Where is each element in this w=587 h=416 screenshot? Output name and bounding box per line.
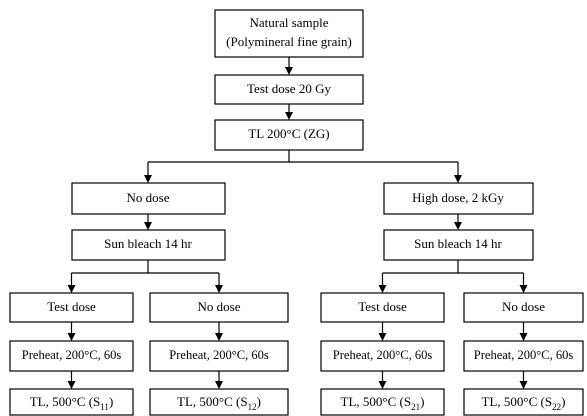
preheat-label: Preheat, 200°C, 60s (474, 348, 574, 362)
sub-dose-label: No dose (198, 299, 241, 314)
tl-label: TL, 500°C (S22) (482, 394, 566, 412)
tl-label: TL, 500°C (S21) (341, 394, 425, 412)
dose-box (71, 182, 226, 215)
dose-label: High dose, 2 kGy (412, 190, 504, 205)
tl-text: TL, 500°C (S (482, 394, 553, 409)
tl-label: TL, 500°C (S11) (30, 394, 114, 412)
preheat-label: Preheat, 200°C, 60s (169, 348, 269, 362)
arrow-head (454, 175, 462, 183)
tl-text: TL, 500°C (S (30, 394, 101, 409)
bleach-box (71, 229, 226, 261)
step-box (214, 74, 364, 105)
sub-dose-box (463, 292, 584, 323)
preheat-box (320, 340, 445, 372)
tl-subscript: 12 (248, 402, 257, 412)
tl-box (149, 388, 289, 416)
tl-subscript: 22 (552, 402, 561, 412)
arrow-head (144, 175, 152, 183)
preheat-box (149, 340, 289, 372)
sub-dose-label: Test dose (358, 299, 407, 314)
arrow-head (378, 381, 387, 389)
step-box (214, 119, 364, 151)
step-label: Test dose 20 Gy (247, 81, 331, 96)
root-box (214, 9, 364, 58)
root-label: (Polymineral fine grain) (226, 34, 352, 49)
tl-close: ) (561, 394, 565, 409)
dose-box (383, 182, 534, 215)
arrow-head (378, 333, 387, 341)
tl-box (320, 388, 445, 416)
preheat-box (463, 340, 584, 372)
arrow-head (285, 112, 293, 120)
sub-dose-label: No dose (502, 299, 545, 314)
dose-label: No dose (127, 190, 170, 205)
tl-box (463, 388, 584, 416)
preheat-label: Preheat, 200°C, 60s (22, 348, 122, 362)
tl-box (9, 388, 134, 416)
preheat-label: Preheat, 200°C, 60s (333, 348, 433, 362)
tl-label: TL, 500°C (S12) (177, 394, 261, 412)
tl-text: TL, 500°C (S (341, 394, 412, 409)
tl-subscript: 11 (100, 402, 109, 412)
arrow-head (67, 333, 76, 341)
arrow-head (285, 67, 293, 75)
arrow-head (67, 381, 76, 389)
arrow-head (144, 222, 152, 230)
tl-close: ) (420, 394, 424, 409)
arrow-head (215, 285, 223, 293)
arrow-head (67, 285, 76, 293)
arrow-head (215, 333, 223, 341)
bleach-label: Sun bleach 14 hr (414, 236, 502, 251)
root-label: Natural sample (249, 15, 328, 30)
tl-close: ) (109, 394, 113, 409)
arrow-head (519, 333, 528, 341)
arrow-head (454, 222, 462, 230)
sub-dose-box (149, 292, 289, 323)
step-label: TL 200°C (ZG) (248, 126, 329, 141)
arrow-head (519, 381, 528, 389)
tl-subscript: 21 (411, 402, 420, 412)
arrow-head (215, 381, 223, 389)
tl-close: ) (257, 394, 261, 409)
arrow-head (519, 285, 528, 293)
preheat-box (9, 340, 134, 372)
arrow-head (378, 285, 387, 293)
tl-text: TL, 500°C (S (177, 394, 248, 409)
sub-dose-label: Test dose (47, 299, 96, 314)
bleach-label: Sun bleach 14 hr (104, 236, 192, 251)
